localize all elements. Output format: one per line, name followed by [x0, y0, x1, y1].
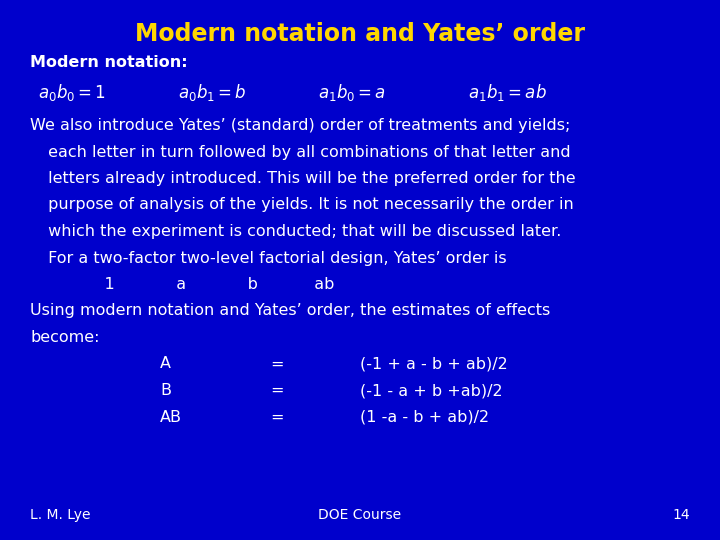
Text: Using modern notation and Yates’ order, the estimates of effects: Using modern notation and Yates’ order, …: [30, 303, 550, 319]
Text: DOE Course: DOE Course: [318, 508, 402, 522]
Text: become:: become:: [30, 330, 99, 345]
Text: letters already introduced. This will be the preferred order for the: letters already introduced. This will be…: [43, 171, 575, 186]
Text: A: A: [160, 356, 171, 372]
Text: which the experiment is conducted; that will be discussed later.: which the experiment is conducted; that …: [43, 224, 562, 239]
Text: Modern notation and Yates’ order: Modern notation and Yates’ order: [135, 22, 585, 46]
Text: purpose of analysis of the yields. It is not necessarily the order in: purpose of analysis of the yields. It is…: [43, 198, 574, 213]
Text: Modern notation:: Modern notation:: [30, 55, 188, 70]
Text: (1 -a - b + ab)/2: (1 -a - b + ab)/2: [360, 409, 489, 424]
Text: $a_0b_0 = 1$: $a_0b_0 = 1$: [38, 82, 106, 103]
Text: AB: AB: [160, 409, 182, 424]
Text: L. M. Lye: L. M. Lye: [30, 508, 91, 522]
Text: $a_1b_0 = a$: $a_1b_0 = a$: [318, 82, 386, 103]
Text: =: =: [270, 409, 284, 424]
Text: $a_1b_1 = ab$: $a_1b_1 = ab$: [468, 82, 547, 103]
Text: 14: 14: [672, 508, 690, 522]
Text: =: =: [270, 356, 284, 372]
Text: =: =: [270, 383, 284, 398]
Text: We also introduce Yates’ (standard) order of treatments and yields;: We also introduce Yates’ (standard) orde…: [30, 118, 570, 133]
Text: 1            a            b           ab: 1 a b ab: [43, 277, 334, 292]
Text: B: B: [160, 383, 171, 398]
Text: each letter in turn followed by all combinations of that letter and: each letter in turn followed by all comb…: [43, 145, 571, 159]
Text: For a two-factor two-level factorial design, Yates’ order is: For a two-factor two-level factorial des…: [43, 251, 507, 266]
Text: $a_0b_1 = b$: $a_0b_1 = b$: [178, 82, 247, 103]
Text: (-1 - a + b +ab)/2: (-1 - a + b +ab)/2: [360, 383, 503, 398]
Text: (-1 + a - b + ab)/2: (-1 + a - b + ab)/2: [360, 356, 508, 372]
